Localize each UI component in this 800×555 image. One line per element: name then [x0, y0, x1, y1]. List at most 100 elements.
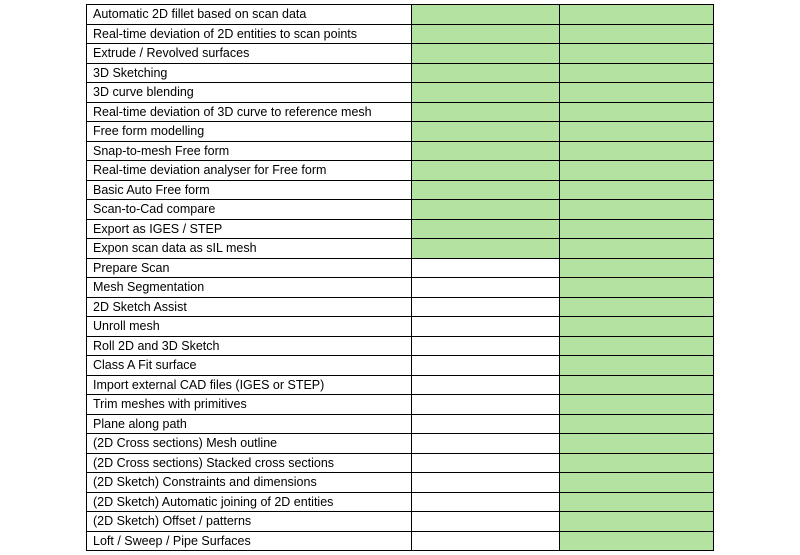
- feature-cell: Prepare Scan: [86, 257, 412, 278]
- table-row: Snap-to-mesh Free form: [86, 140, 714, 161]
- table-row: Roll 2D and 3D Sketch: [86, 335, 714, 356]
- status-cell: [411, 374, 560, 395]
- table-row: (2D Cross sections) Stacked cross sectio…: [86, 452, 714, 473]
- table-row: 3D curve blending: [86, 82, 714, 103]
- status-cell: [559, 140, 714, 161]
- status-cell: [559, 23, 714, 44]
- table-row: (2D Sketch) Offset / patterns: [86, 511, 714, 532]
- status-cell: [411, 491, 560, 512]
- status-cell: [411, 257, 560, 278]
- table-row: (2D Cross sections) Mesh outline: [86, 433, 714, 454]
- table-row: 3D Sketching: [86, 62, 714, 83]
- feature-cell: 3D Sketching: [86, 62, 412, 83]
- table-row: Expon scan data as sIL mesh: [86, 238, 714, 259]
- status-cell: [411, 452, 560, 473]
- status-cell: [411, 140, 560, 161]
- status-cell: [559, 472, 714, 493]
- status-cell: [411, 530, 560, 551]
- status-cell: [559, 296, 714, 317]
- feature-cell: Extrude / Revolved surfaces: [86, 43, 412, 64]
- status-cell: [559, 82, 714, 103]
- feature-cell: Roll 2D and 3D Sketch: [86, 335, 412, 356]
- status-cell: [411, 62, 560, 83]
- feature-cell: Plane along path: [86, 413, 412, 434]
- status-cell: [559, 199, 714, 220]
- status-cell: [411, 238, 560, 259]
- feature-cell: 3D curve blending: [86, 82, 412, 103]
- table-row: Real-time deviation analyser for Free fo…: [86, 160, 714, 181]
- feature-cell: (2D Sketch) Constraints and dimensions: [86, 472, 412, 493]
- status-cell: [411, 335, 560, 356]
- status-cell: [411, 511, 560, 532]
- status-cell: [411, 296, 560, 317]
- table-row: Extrude / Revolved surfaces: [86, 43, 714, 64]
- status-cell: [411, 101, 560, 122]
- status-cell: [559, 179, 714, 200]
- table-row: Real-time deviation of 3D curve to refer…: [86, 101, 714, 122]
- status-cell: [411, 218, 560, 239]
- feature-cell: Automatic 2D fillet based on scan data: [86, 4, 412, 25]
- status-cell: [559, 4, 714, 25]
- status-cell: [559, 238, 714, 259]
- status-cell: [411, 4, 560, 25]
- status-cell: [559, 316, 714, 337]
- status-cell: [559, 452, 714, 473]
- status-cell: [411, 472, 560, 493]
- status-cell: [559, 355, 714, 376]
- status-cell: [411, 23, 560, 44]
- status-cell: [411, 394, 560, 415]
- feature-cell: Expon scan data as sIL mesh: [86, 238, 412, 259]
- table-row: Import external CAD files (IGES or STEP): [86, 374, 714, 395]
- status-cell: [559, 374, 714, 395]
- status-cell: [411, 199, 560, 220]
- table-row: 2D Sketch Assist: [86, 296, 714, 317]
- status-cell: [559, 101, 714, 122]
- table-row: Basic Auto Free form: [86, 179, 714, 200]
- feature-cell: Class A Fit surface: [86, 355, 412, 376]
- table-row: Free form modelling: [86, 121, 714, 142]
- feature-cell: (2D Cross sections) Mesh outline: [86, 433, 412, 454]
- table-row: Scan-to-Cad compare: [86, 199, 714, 220]
- feature-cell: Basic Auto Free form: [86, 179, 412, 200]
- table-body: Automatic 2D fillet based on scan data Re…: [86, 4, 714, 551]
- status-cell: [411, 316, 560, 337]
- table-row: Plane along path: [86, 413, 714, 434]
- status-cell: [559, 121, 714, 142]
- feature-cell: (2D Sketch) Automatic joining of 2D enti…: [86, 491, 412, 512]
- status-cell: [559, 491, 714, 512]
- table-row: Real-time deviation of 2D entities to sc…: [86, 23, 714, 44]
- table-row: (2D Sketch) Automatic joining of 2D enti…: [86, 491, 714, 512]
- feature-table: Automatic 2D fillet based on scan data Re…: [86, 4, 714, 551]
- feature-cell: Real-time deviation analyser for Free fo…: [86, 160, 412, 181]
- table-row: (2D Sketch) Constraints and dimensions: [86, 472, 714, 493]
- status-cell: [559, 160, 714, 181]
- status-cell: [411, 121, 560, 142]
- feature-cell: 2D Sketch Assist: [86, 296, 412, 317]
- feature-cell: Free form modelling: [86, 121, 412, 142]
- feature-cell: Real-time deviation of 2D entities to sc…: [86, 23, 412, 44]
- table-row: Mesh Segmentation: [86, 277, 714, 298]
- feature-cell: (2D Sketch) Offset / patterns: [86, 511, 412, 532]
- feature-cell: Loft / Sweep / Pipe Surfaces: [86, 530, 412, 551]
- feature-cell: Import external CAD files (IGES or STEP): [86, 374, 412, 395]
- feature-cell: Mesh Segmentation: [86, 277, 412, 298]
- feature-cell: Export as IGES / STEP: [86, 218, 412, 239]
- status-cell: [559, 511, 714, 532]
- status-cell: [411, 179, 560, 200]
- status-cell: [411, 160, 560, 181]
- feature-cell: Real-time deviation of 3D curve to refer…: [86, 101, 412, 122]
- feature-cell: Trim meshes with primitives: [86, 394, 412, 415]
- table-row: Class A Fit surface: [86, 355, 714, 376]
- status-cell: [411, 355, 560, 376]
- status-cell: [559, 394, 714, 415]
- table-row: Unroll mesh: [86, 316, 714, 337]
- status-cell: [559, 335, 714, 356]
- status-cell: [411, 413, 560, 434]
- status-cell: [559, 43, 714, 64]
- status-cell: [559, 62, 714, 83]
- status-cell: [411, 433, 560, 454]
- feature-cell: (2D Cross sections) Stacked cross sectio…: [86, 452, 412, 473]
- table-row: Export as IGES / STEP: [86, 218, 714, 239]
- status-cell: [559, 277, 714, 298]
- status-cell: [411, 277, 560, 298]
